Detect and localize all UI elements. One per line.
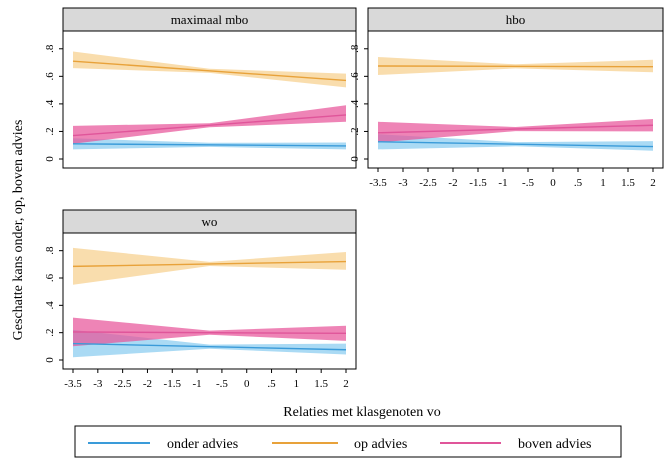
y-tick-label: .2 xyxy=(349,127,361,135)
y-tick-label: 0 xyxy=(44,357,56,363)
x-tick-label: -1 xyxy=(193,378,202,390)
x-tick-label: 2 xyxy=(650,177,656,189)
y-axis-title: Geschatte kans onder, op, boven advies xyxy=(11,120,26,341)
legend-box xyxy=(74,425,622,458)
x-axis-title: Relaties met klasgenoten vo xyxy=(283,405,440,420)
x-tick-label: 2 xyxy=(343,378,349,390)
y-tick-label: .4 xyxy=(349,99,361,108)
x-tick-label: 1 xyxy=(600,177,606,189)
x-tick-label: -1 xyxy=(498,177,507,189)
series-line-onder-advies xyxy=(377,141,654,148)
panel-title: hbo xyxy=(506,12,526,27)
y-tick-label: 0 xyxy=(349,156,361,162)
panel-wo: wo 0 .2 .4 .6 .8 -3.5 -3 -2.5 -2 -1.5 -1 -.5 0 .5 1 1.5 2 xyxy=(44,209,357,390)
y-tick-label: .8 xyxy=(44,246,56,255)
x-tick-label: 0 xyxy=(244,378,250,390)
x-tick-label: 0 xyxy=(550,177,556,189)
ci-band-onder-advies xyxy=(73,329,346,358)
y-tick-label: .6 xyxy=(44,72,56,81)
x-tick-label: -3 xyxy=(398,177,408,189)
panel-maximaal-mbo: maximaal mbo 0 .2 .4 .6 .8 xyxy=(44,7,357,169)
x-tick-label: -2.5 xyxy=(114,378,132,390)
x-tick-label: 1 xyxy=(294,378,300,390)
y-tick-label: .4 xyxy=(44,99,56,108)
ci-band-op-advies xyxy=(73,247,346,285)
x-tick-label: -3 xyxy=(93,378,103,390)
panel-title: maximaal mbo xyxy=(171,12,249,27)
series-line-op-advies xyxy=(72,260,347,268)
y-tick-label: 0 xyxy=(44,156,56,162)
x-tick-label: .5 xyxy=(574,177,583,189)
y-tick-label: .6 xyxy=(349,72,361,81)
ci-band-boven-advies xyxy=(378,119,653,143)
y-tick-label: .8 xyxy=(349,44,361,53)
series-line-op-advies xyxy=(377,65,654,68)
y-tick-label: .2 xyxy=(44,329,56,337)
x-tick-label: 1.5 xyxy=(314,378,328,390)
panel-hbo: hbo 0 .2 .4 .6 .8 -3.5 -3 -2.5 -2 -1.5 -1 -.5 0 .5 1 1.5… xyxy=(349,7,664,189)
series-line-boven-advies xyxy=(72,114,347,137)
legend-label-onder-advies: onder advies xyxy=(167,437,238,452)
series-line-onder-advies xyxy=(72,143,347,147)
x-tick-label: -2 xyxy=(143,378,152,390)
ci-band-onder-advies xyxy=(73,138,346,150)
series-line-boven-advies xyxy=(72,331,347,335)
panel-title: wo xyxy=(202,214,218,229)
x-tick-label: -3.5 xyxy=(369,177,387,189)
series-line-onder-advies xyxy=(72,342,347,351)
x-tick-label: -2.5 xyxy=(419,177,437,189)
legend-label-op-advies: op advies xyxy=(354,437,407,452)
x-tick-label: 1.5 xyxy=(621,177,635,189)
ci-band-onder-advies xyxy=(378,134,653,151)
y-tick-label: .2 xyxy=(44,127,56,135)
series-line-boven-advies xyxy=(377,124,654,134)
ci-band-op-advies xyxy=(73,51,346,88)
legend: onder advies op advies boven advies xyxy=(74,425,622,458)
x-tick-label: -1.5 xyxy=(469,177,487,189)
series-line-op-advies xyxy=(72,60,347,82)
legend-label-boven-advies: boven advies xyxy=(518,437,591,452)
y-tick-label: .6 xyxy=(44,273,56,282)
x-tick-label: -.5 xyxy=(216,378,228,390)
x-tick-label: .5 xyxy=(267,378,276,390)
y-tick-label: .8 xyxy=(44,44,56,53)
x-tick-label: -1.5 xyxy=(164,378,182,390)
x-tick-label: -3.5 xyxy=(64,378,82,390)
y-tick-label: .4 xyxy=(44,301,56,310)
x-tick-label: -2 xyxy=(448,177,457,189)
x-tick-label: -.5 xyxy=(522,177,534,189)
ci-band-boven-advies xyxy=(73,317,346,347)
